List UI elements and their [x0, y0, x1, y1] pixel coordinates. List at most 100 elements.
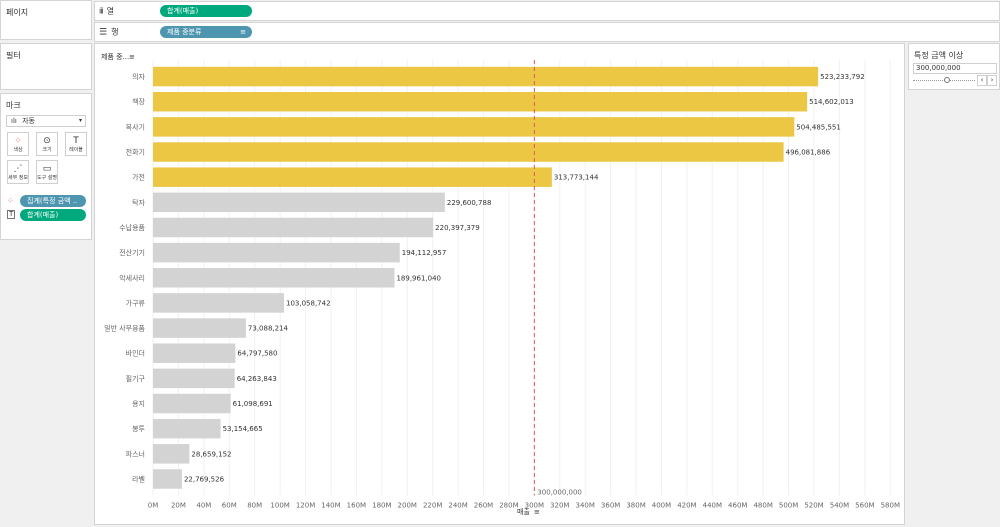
rows-pill-subcategory[interactable]: 제품 중분류 ≡	[160, 26, 252, 38]
category-label: 악세사리	[119, 273, 145, 282]
category-label: 라벨	[132, 474, 145, 483]
x-tick-label: 120M	[296, 502, 315, 510]
bar[interactable]	[153, 142, 784, 162]
bar[interactable]	[153, 192, 445, 213]
x-tick-label: 440M	[703, 502, 722, 510]
parameter-input[interactable]: 300,000,000	[913, 63, 997, 74]
x-axis-title[interactable]: 매출	[517, 507, 530, 516]
marks-pill-color[interactable]: 집계(특정 금액 ..	[20, 195, 86, 207]
filters-panel-title: 필터	[6, 51, 21, 60]
data-label: 514,602,013	[809, 98, 854, 106]
size-icon: ⊙	[43, 136, 51, 146]
label-encoding-icon: T	[7, 210, 16, 219]
bar-chart: 제품 중... ≡ 의자 523,233,792 책장 514,602,013 복사기 5…	[101, 53, 900, 516]
category-label: 바인더	[126, 349, 145, 358]
data-label: 64,797,580	[237, 350, 277, 358]
data-label: 189,961,040	[396, 274, 441, 282]
x-tick-label: 320M	[550, 502, 569, 510]
chevron-down-icon: ▾	[78, 117, 82, 124]
rows-shelf-label: ☰ 행	[99, 27, 119, 37]
bar[interactable]	[153, 66, 819, 87]
data-label: 496,081,886	[786, 149, 831, 157]
category-label: 파스너	[126, 449, 145, 458]
parameter-title: 특정 금액 이상	[914, 51, 964, 60]
bar[interactable]	[153, 242, 400, 263]
x-tick-label: 20M	[171, 502, 186, 510]
filters-panel: 필터	[0, 43, 92, 90]
chevron-left-icon: ‹	[980, 76, 984, 84]
label-icon: T	[73, 136, 79, 146]
columns-shelf-label: iii 열	[99, 6, 115, 16]
sort-desc-icon: ≡	[240, 28, 246, 36]
x-tick-label: 480M	[753, 502, 772, 510]
category-label: 가구류	[126, 298, 146, 307]
x-tick-label: 500M	[779, 502, 798, 510]
x-tick-label: 100M	[270, 502, 289, 510]
data-label: 28,659,152	[191, 450, 231, 458]
columns-pill-sum-sales[interactable]: 합계(매출)	[160, 5, 252, 17]
bar[interactable]	[153, 268, 395, 288]
x-tick-label: 520M	[804, 502, 823, 510]
tooltip-button[interactable]: ▭ 도구 설명	[36, 160, 58, 184]
x-tick-label: 200M	[398, 502, 417, 510]
category-label: 탁자	[132, 198, 145, 207]
marks-pill-label[interactable]: 합계(매출)	[20, 209, 86, 221]
row-header-sort-icon[interactable]: ≡	[129, 53, 135, 61]
x-tick-label: 160M	[347, 502, 366, 510]
bar[interactable]	[153, 318, 246, 338]
data-label: 229,600,788	[447, 199, 492, 207]
bar[interactable]	[153, 91, 808, 112]
row-header[interactable]: 제품 중...	[101, 53, 129, 61]
marks-panel: 마크 ılı 자동 ▾ ⁘ 색상 ⊙ 크기 T 레이블 ⋰ 세부 정보 ▭ 도구…	[0, 93, 92, 240]
bar[interactable]	[153, 444, 190, 464]
x-tick-label: 460M	[728, 502, 747, 510]
data-label: 64,263,843	[237, 375, 277, 383]
data-label: 103,058,742	[286, 299, 331, 307]
x-tick-label: 280M	[499, 502, 518, 510]
data-label: 194,112,957	[402, 249, 447, 257]
rows-shelf[interactable]: ☰ 행 제품 중분류 ≡	[94, 22, 1000, 42]
bar[interactable]	[153, 117, 795, 137]
category-label: 필기구	[126, 374, 146, 383]
slider-thumb[interactable]	[944, 77, 950, 83]
bar[interactable]	[153, 343, 236, 363]
detail-button[interactable]: ⋰ 세부 정보	[7, 160, 29, 184]
category-label: 용지	[132, 399, 145, 408]
category-label: 가전	[132, 173, 145, 182]
parameter-slider[interactable]	[913, 77, 975, 83]
bar[interactable]	[153, 368, 235, 389]
columns-icon: iii	[99, 6, 104, 16]
bar-chart-icon: ılı	[11, 117, 17, 125]
pages-panel-title: 페이지	[6, 8, 29, 17]
x-tick-label: 240M	[448, 502, 467, 510]
mark-type-dropdown[interactable]: ılı 자동 ▾	[6, 115, 86, 127]
x-tick-label: 60M	[222, 502, 237, 510]
x-tick-label: 380M	[626, 502, 645, 510]
x-tick-label: 80M	[247, 502, 262, 510]
bar[interactable]	[153, 293, 285, 313]
bar[interactable]	[153, 418, 221, 439]
parameter-next-button[interactable]: ›	[987, 75, 997, 86]
detail-icon: ⋰	[13, 164, 23, 174]
bar[interactable]	[153, 217, 434, 238]
parameter-prev-button[interactable]: ‹	[977, 75, 987, 86]
bar[interactable]	[153, 393, 231, 414]
x-tick-label: 260M	[474, 502, 493, 510]
x-tick-label: 400M	[652, 502, 671, 510]
size-button[interactable]: ⊙ 크기	[36, 132, 58, 156]
category-label: 봉투	[132, 425, 145, 433]
x-tick-label: 300M	[525, 502, 544, 510]
x-tick-label: 220M	[423, 502, 442, 510]
x-axis-sort-icon[interactable]: ≡	[534, 508, 540, 516]
category-label: 책장	[132, 97, 145, 106]
data-label: 313,773,144	[554, 174, 599, 182]
category-label: 전산기기	[119, 248, 145, 257]
bar[interactable]	[153, 469, 182, 489]
rows-icon: ☰	[99, 27, 108, 37]
columns-shelf[interactable]: iii 열 합계(매출)	[94, 1, 1000, 21]
bar[interactable]	[153, 167, 552, 187]
color-button[interactable]: ⁘ 색상	[7, 132, 29, 156]
x-tick-label: 0M	[148, 502, 159, 510]
category-label: 의자	[132, 72, 145, 81]
label-button[interactable]: T 레이블	[65, 132, 87, 156]
